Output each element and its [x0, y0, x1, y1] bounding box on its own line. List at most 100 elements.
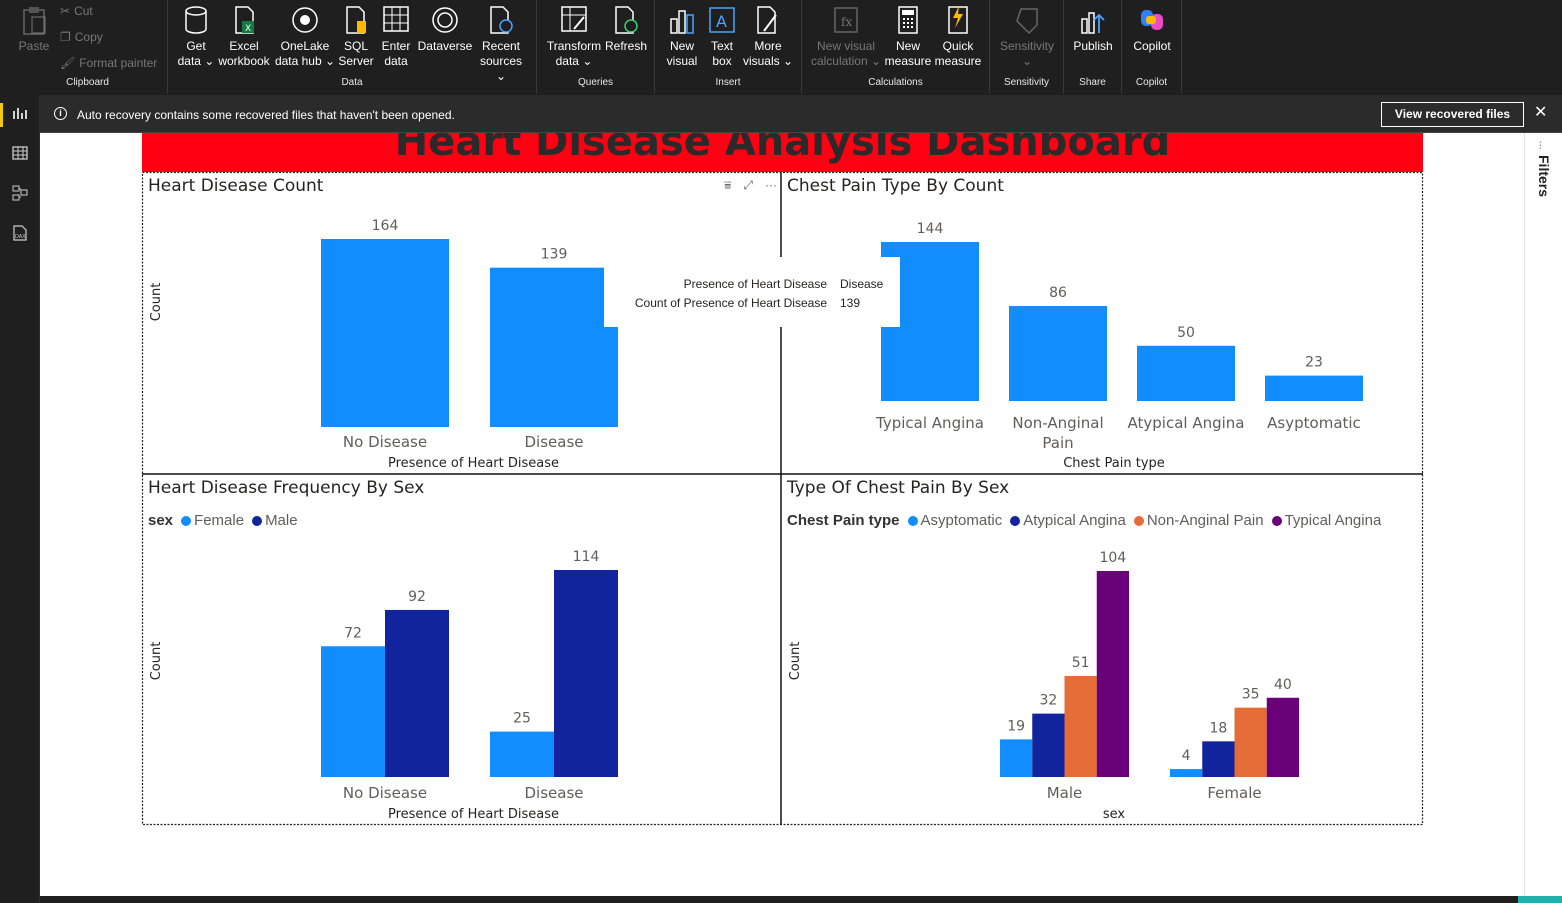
view-recovered-files-button[interactable]: View recovered files [1381, 102, 1524, 127]
data-label: 50 [1177, 325, 1195, 341]
onelake-label-2: data hub ⌄ [274, 54, 336, 68]
visual-title: Type Of Chest Pain By Sex [787, 478, 1010, 498]
dataverse-icon [430, 4, 460, 36]
legend-dot [1010, 515, 1021, 526]
recent-sources-button[interactable]: Recent sources ⌄ [476, 4, 526, 84]
copilot-group-label: Copilot [1135, 77, 1168, 88]
transform-label-2: data ⌄ [555, 54, 593, 68]
close-notification-button[interactable]: ✕ [1534, 104, 1548, 121]
data-label: 40 [1274, 677, 1292, 693]
category-label: No Disease [343, 784, 427, 802]
copy-label: Copy [74, 30, 103, 44]
filters-pane[interactable]: ⫶ Filters [1524, 133, 1562, 896]
tooltip-value: Disease [840, 277, 884, 291]
heart-disease-frequency-by-sex-visual[interactable]: 72 92 No Disease 25 114 Disease Presence of He… [142, 474, 781, 825]
ribbon: Paste ✂ Cut ❐ Copy 🖌 Format painter Clipboa… [0, 0, 1562, 95]
dataverse-label: Dataverse [417, 39, 473, 53]
type-of-chest-pain-by-sex-visual[interactable]: 19 32 51 104 Male 4 18 35 40 Female sex Count Type … [781, 474, 1423, 825]
quick-measure-button[interactable]: Quick measure [932, 4, 984, 69]
sql-server-button[interactable]: SQL Server [338, 4, 374, 69]
copy-button[interactable]: ❐ Copy [60, 30, 103, 44]
legend-dot [1271, 515, 1282, 526]
get-data-button[interactable]: Get data ⌄ [172, 4, 220, 69]
bar-chart-icon [667, 4, 697, 36]
bar [1096, 571, 1129, 777]
title-banner[interactable]: Heart Disease Analysis Dashboard [142, 133, 1423, 172]
transform-icon [559, 4, 589, 36]
dax-query-icon: DAX [12, 224, 28, 246]
sensitivity-label-2: ⌄ [1021, 54, 1033, 68]
category-label: Typical Angina [875, 414, 984, 432]
legend: sex Female Male [148, 512, 306, 529]
publish-label: Publish [1073, 39, 1113, 53]
sensitivity-group-label: Sensitivity [1003, 77, 1049, 88]
data-label: 51 [1072, 655, 1090, 671]
category-label: Disease [525, 784, 584, 802]
new-measure-button[interactable]: New measure [884, 4, 932, 69]
legend-dot [1133, 515, 1144, 526]
report-view-icon [12, 105, 28, 126]
new-visual-calc-label-1: New visual [816, 39, 876, 53]
svg-text:fx: fx [841, 15, 852, 29]
copilot-button[interactable]: Copilot [1126, 4, 1178, 54]
format-painter-button[interactable]: 🖌 Format painter [60, 56, 157, 70]
data-label: 72 [344, 625, 362, 641]
info-icon: i [54, 107, 67, 120]
new-visual-calculation-button[interactable]: fx New visual calculation ⌄ [808, 4, 884, 69]
model-view-button[interactable] [0, 177, 40, 213]
enter-data-button[interactable]: Enter data [378, 4, 414, 69]
publish-button[interactable]: Publish [1068, 4, 1118, 54]
cut-button[interactable]: ✂ Cut [60, 4, 93, 18]
onelake-button[interactable]: OneLake data hub ⌄ [274, 4, 336, 69]
refresh-label: Refresh [604, 39, 648, 53]
sensitivity-button[interactable]: Sensitivity ⌄ [996, 4, 1058, 69]
bar [1202, 741, 1235, 777]
more-visuals-button[interactable]: More visuals ⌄ [741, 4, 795, 69]
sensitivity-label-1: Sensitivity [999, 39, 1055, 53]
legend-item[interactable]: Typical Angina [1271, 512, 1382, 529]
category-label-line: Non-Anginal [1012, 414, 1103, 432]
data-label: 25 [513, 711, 531, 727]
queries-group-label: Queries [577, 77, 613, 88]
quick-measure-label-2: measure [934, 54, 982, 68]
legend-item[interactable]: Male [252, 512, 298, 529]
more-options-icon[interactable]: ··· [765, 178, 777, 192]
refresh-button[interactable]: Refresh [603, 4, 649, 54]
category-label: No Disease [343, 433, 427, 451]
focus-mode-icon[interactable]: ⤢ [743, 178, 753, 192]
text-box-button[interactable]: A Text box [705, 4, 739, 69]
more-visuals-label-2: visuals ⌄ [742, 54, 794, 68]
dax-query-view-button[interactable]: DAX [0, 217, 40, 253]
text-box-label-1: Text [710, 39, 733, 53]
svg-text:DAX: DAX [15, 234, 26, 240]
legend: Chest Pain type Asyptomatic Atypical Angi… [787, 512, 1389, 529]
bar [490, 267, 618, 427]
category-label: Asyptomatic [1267, 414, 1361, 432]
report-view-button[interactable] [0, 97, 40, 133]
left-view-nav: DAX [0, 95, 40, 903]
legend-item[interactable]: Non-Anginal Pain [1133, 512, 1264, 529]
enter-data-label-2: data [384, 54, 408, 68]
legend-item[interactable]: Asyptomatic [907, 512, 1002, 529]
data-label: 144 [917, 221, 944, 237]
copilot-group: Copilot Copilot [1122, 0, 1182, 93]
clipboard-icon [19, 4, 49, 36]
legend-item[interactable]: Female [181, 512, 244, 529]
legend-item[interactable]: Atypical Angina [1010, 512, 1126, 529]
transform-label-1: Transform [546, 39, 602, 53]
sensitivity-icon [1012, 4, 1042, 36]
dataverse-button[interactable]: Dataverse [416, 4, 474, 54]
transform-data-button[interactable]: Transform data ⌄ [545, 4, 603, 69]
filter-icon[interactable]: ⩸ [724, 178, 732, 192]
category-label: Male [1047, 784, 1083, 802]
refresh-icon [611, 4, 641, 36]
data-label: 104 [1100, 550, 1127, 566]
onelake-icon [290, 4, 320, 36]
table-view-button[interactable] [0, 137, 40, 173]
excel-workbook-button[interactable]: X Excel workbook [218, 4, 270, 69]
new-visual-button[interactable]: New visual [663, 4, 701, 69]
legend-label: Typical Angina [1284, 512, 1382, 529]
paste-button[interactable]: Paste [14, 4, 54, 54]
bar [1266, 697, 1299, 777]
x-axis-title: Chest Pain type [1063, 456, 1165, 471]
